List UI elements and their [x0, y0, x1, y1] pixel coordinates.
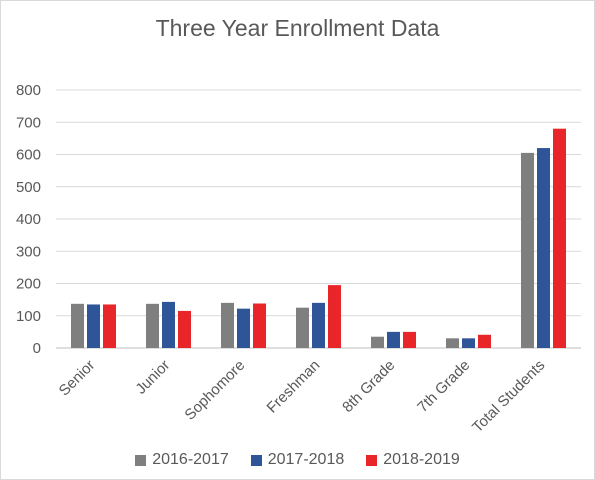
bar-2018-2019-7th-grade — [478, 334, 491, 348]
bar-2017-2018-8th-grade — [387, 331, 400, 348]
bar-2016-2017-junior — [146, 303, 159, 348]
legend-swatch-2016-2017 — [135, 454, 147, 466]
x-tick-label: Freshman — [264, 357, 324, 417]
y-tick-label: 500 — [16, 179, 41, 196]
bar-2017-2018-sophomore — [237, 308, 250, 348]
bar-2018-2019-8th-grade — [403, 331, 416, 348]
x-tick-label: Sophomore — [181, 357, 248, 424]
y-tick-label: 100 — [16, 308, 41, 325]
x-tick-label: Senior — [56, 357, 99, 400]
legend-item-2018-2019: 2018-2019 — [366, 451, 460, 469]
bar-2016-2017-7th-grade — [446, 338, 459, 348]
x-tick-label: Junior — [132, 357, 173, 398]
bar-2018-2019-freshman — [328, 285, 341, 348]
bar-2016-2017-sophomore — [221, 302, 234, 348]
legend-label-2016-2017: 2016-2017 — [152, 451, 229, 468]
legend-item-2017-2018: 2017-2018 — [250, 451, 345, 469]
legend-label-2017-2018: 2017-2018 — [267, 451, 345, 468]
bar-2016-2017-total-students — [521, 152, 534, 348]
chart-title: Three Year Enrollment Data — [155, 15, 440, 41]
bar-2018-2019-total-students — [553, 128, 566, 348]
legend-swatch-2017-2018 — [250, 454, 262, 466]
bar-2017-2018-junior — [162, 301, 175, 348]
bar-2018-2019-senior — [103, 304, 116, 348]
legend-item-2016-2017: 2016-2017 — [135, 451, 229, 469]
bar-2017-2018-freshman — [312, 302, 325, 348]
y-tick-label: 200 — [16, 276, 41, 293]
x-tick-label: Total Students — [469, 357, 548, 436]
y-tick-label: 600 — [16, 147, 41, 164]
y-tick-label: 300 — [16, 243, 41, 260]
bar-2018-2019-sophomore — [253, 303, 266, 348]
chart-legend: 2016-2017 2017-2018 2018-2019 — [1, 451, 594, 469]
bar-2018-2019-junior — [178, 310, 191, 348]
y-tick-label: 800 — [16, 82, 41, 99]
bar-2017-2018-senior — [87, 304, 100, 348]
bar-2016-2017-freshman — [296, 307, 309, 348]
legend-swatch-2018-2019 — [366, 454, 378, 466]
legend-label-2018-2019: 2018-2019 — [383, 451, 460, 468]
y-tick-label: 700 — [16, 114, 41, 131]
bar-2017-2018-total-students — [537, 148, 550, 348]
x-tick-label: 7th Grade — [414, 357, 473, 416]
y-tick-label: 0 — [33, 340, 41, 357]
bar-2016-2017-8th-grade — [371, 336, 384, 348]
x-tick-label: 8th Grade — [339, 357, 398, 416]
y-tick-label: 400 — [16, 211, 41, 228]
bar-2017-2018-7th-grade — [462, 338, 475, 348]
bar-2016-2017-senior — [71, 303, 84, 348]
